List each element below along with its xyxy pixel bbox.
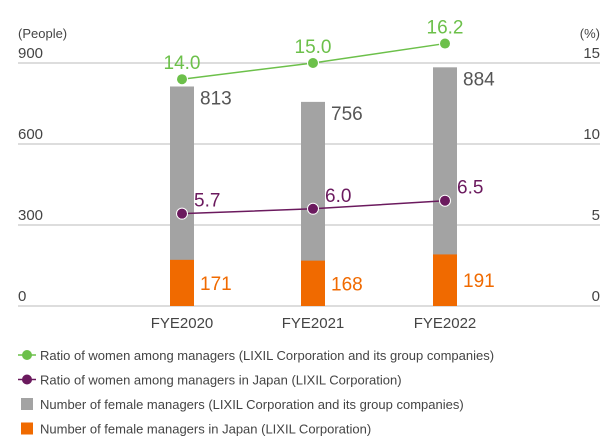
legend-label: Number of female managers (LIXIL Corpora… [40, 397, 464, 412]
bar [433, 254, 457, 306]
y2-tick-label: 5 [592, 207, 600, 224]
data-label: 5.7 [194, 191, 220, 212]
data-label: 168 [331, 274, 363, 295]
y-tick-label: 600 [18, 126, 43, 143]
legend-label: Number of female managers in Japan (LIXI… [40, 422, 371, 437]
legend-swatch [21, 422, 33, 435]
data-label: 6.0 [325, 186, 351, 207]
line-point [176, 73, 188, 86]
y-tick-label: 900 [18, 45, 43, 62]
y-tick-label: 0 [18, 288, 26, 305]
x-tick-label: FYE2020 [151, 315, 214, 332]
y2-axis-label: (%) [580, 26, 600, 41]
y2-tick-label: 10 [583, 126, 600, 143]
y-tick-label: 300 [18, 207, 43, 224]
legend-marker [22, 350, 32, 360]
line-point [439, 194, 451, 207]
x-tick-label: FYE2021 [282, 315, 345, 332]
data-label: 813 [200, 88, 232, 109]
data-label: 756 [331, 104, 363, 125]
line-point [176, 207, 188, 220]
data-label: 884 [463, 69, 495, 90]
bar [170, 259, 194, 306]
data-label: 14.0 [164, 53, 201, 74]
line-point [439, 37, 451, 50]
legend-marker [22, 374, 32, 385]
bar [301, 260, 325, 306]
data-label: 191 [463, 271, 495, 292]
data-label: 16.2 [427, 18, 464, 39]
legend-label: Ratio of women among managers in Japan (… [40, 373, 402, 388]
y-axis-label: (People) [18, 26, 67, 41]
data-label: 6.5 [457, 178, 483, 199]
line-point [307, 202, 319, 215]
data-label: 171 [200, 274, 232, 295]
data-label: 15.0 [295, 37, 332, 58]
legend-label: Ratio of women among managers (LIXIL Cor… [40, 348, 494, 363]
line-point [307, 57, 319, 69]
y2-tick-label: 0 [592, 288, 600, 305]
y2-tick-label: 15 [583, 45, 600, 62]
x-tick-label: FYE2022 [414, 315, 477, 332]
legend-swatch [21, 398, 33, 410]
